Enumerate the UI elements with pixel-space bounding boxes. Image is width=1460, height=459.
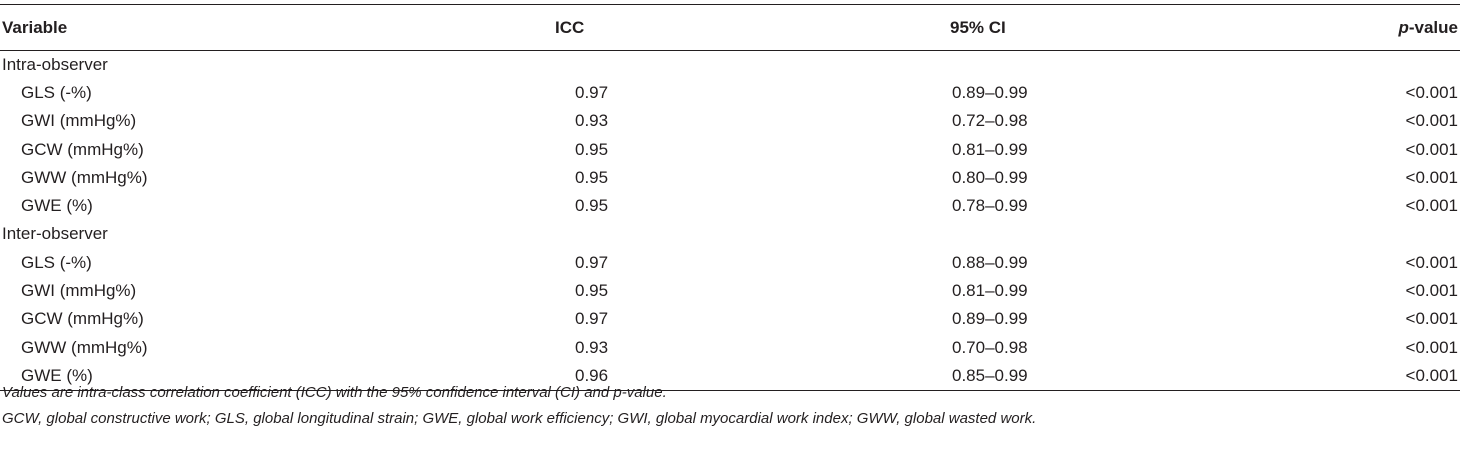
cell-variable: GCW (mmHg%) [21,309,144,329]
footnote-values: Values are intra-class correlation coeff… [2,384,667,401]
cell-icc: 0.95 [575,196,609,216]
cell-icc: 0.95 [575,281,609,301]
group-label: Inter-observer [2,224,108,244]
cell-ci: 0.85–0.99 [796,361,1126,391]
cell-icc: 0.97 [575,82,609,102]
table-row: GWE (%) 0.95 0.78–0.99 <0.001 [0,192,1460,220]
cell-variable: GWE (%) [21,196,93,216]
cell-p-value: <0.001 [1405,82,1458,102]
cell-icc: 0.97 [575,309,609,329]
cell-icc: 0.95 [575,167,609,187]
cell-ci: 0.80–0.99 [952,167,1028,187]
header-icc: ICC [381,4,796,51]
cell-variable: GWI (mmHg%) [21,111,137,131]
cell-ci: 0.78–0.99 [952,196,1028,216]
cell-p-value: <0.001 [1405,111,1458,131]
cell-p-value: <0.001 [1405,281,1458,301]
group-row: Intra-observer [0,51,1460,79]
header-variable: Variable [0,4,381,51]
cell-ci: 0.81–0.99 [952,139,1028,159]
cell-variable: GLS (-%) [21,82,92,102]
header-p-italic: p [1398,17,1409,37]
cell-icc: 0.97 [575,252,609,272]
table-row: GLS (-%) 0.97 0.88–0.99 <0.001 [0,249,1460,277]
cell-p-value: <0.001 [1405,139,1458,159]
table-row: GLS (-%) 0.97 0.89–0.99 <0.001 [0,79,1460,107]
cell-p-value: <0.001 [1405,252,1458,272]
cell-ci: 0.70–0.98 [952,337,1028,357]
group-label: Intra-observer [2,54,108,74]
header-ci: 95% CI [796,4,1126,51]
cell-icc: 0.93 [575,337,609,357]
cell-ci: 0.72–0.98 [952,111,1028,131]
cell-ci: 0.81–0.99 [952,281,1028,301]
table-footnotes: Values are intra-class correlation coeff… [2,380,1452,432]
cell-p-value: <0.001 [1405,337,1458,357]
table-row: GWI (mmHg%) 0.95 0.81–0.99 <0.001 [0,277,1460,305]
cell-p-value: <0.001 [1405,309,1458,329]
cell-p-value: <0.001 [1126,361,1460,391]
cell-variable: GLS (-%) [21,252,92,272]
cell-variable: GWI (mmHg%) [21,281,137,301]
header-row: Variable ICC 95% CI p-value [0,4,1460,51]
cell-p-value: <0.001 [1405,196,1458,216]
header-p-rest: -value [1408,17,1458,37]
group-row: Inter-observer [0,220,1460,248]
table-row: GWI (mmHg%) 0.93 0.72–0.98 <0.001 [0,107,1460,135]
table-row: GWW (mmHg%) 0.93 0.70–0.98 <0.001 [0,333,1460,361]
cell-icc: 0.95 [575,139,609,159]
cell-p-value: <0.001 [1405,167,1458,187]
table-row: GCW (mmHg%) 0.95 0.81–0.99 <0.001 [0,135,1460,163]
table-row: GCW (mmHg%) 0.97 0.89–0.99 <0.001 [0,305,1460,333]
cell-variable: GWE (%) [0,361,381,391]
cell-variable: GWW (mmHg%) [21,167,148,187]
footnote-abbreviations: GCW, global constructive work; GLS, glob… [2,410,1037,427]
cell-variable: GCW (mmHg%) [21,139,144,159]
cell-icc: 0.93 [575,111,609,131]
cell-variable: GWW (mmHg%) [21,337,148,357]
cell-icc: 0.96 [381,361,796,391]
table-row: GWW (mmHg%) 0.95 0.80–0.99 <0.001 [0,164,1460,192]
header-p-value: p-value [1126,4,1460,51]
cell-ci: 0.89–0.99 [952,309,1028,329]
table-row: GWE (%) 0.96 0.85–0.99 <0.001 [0,361,1460,391]
cell-ci: 0.89–0.99 [952,82,1028,102]
reliability-table: Variable ICC 95% CI p-value Intra-observ… [0,4,1460,391]
cell-ci: 0.88–0.99 [952,252,1028,272]
